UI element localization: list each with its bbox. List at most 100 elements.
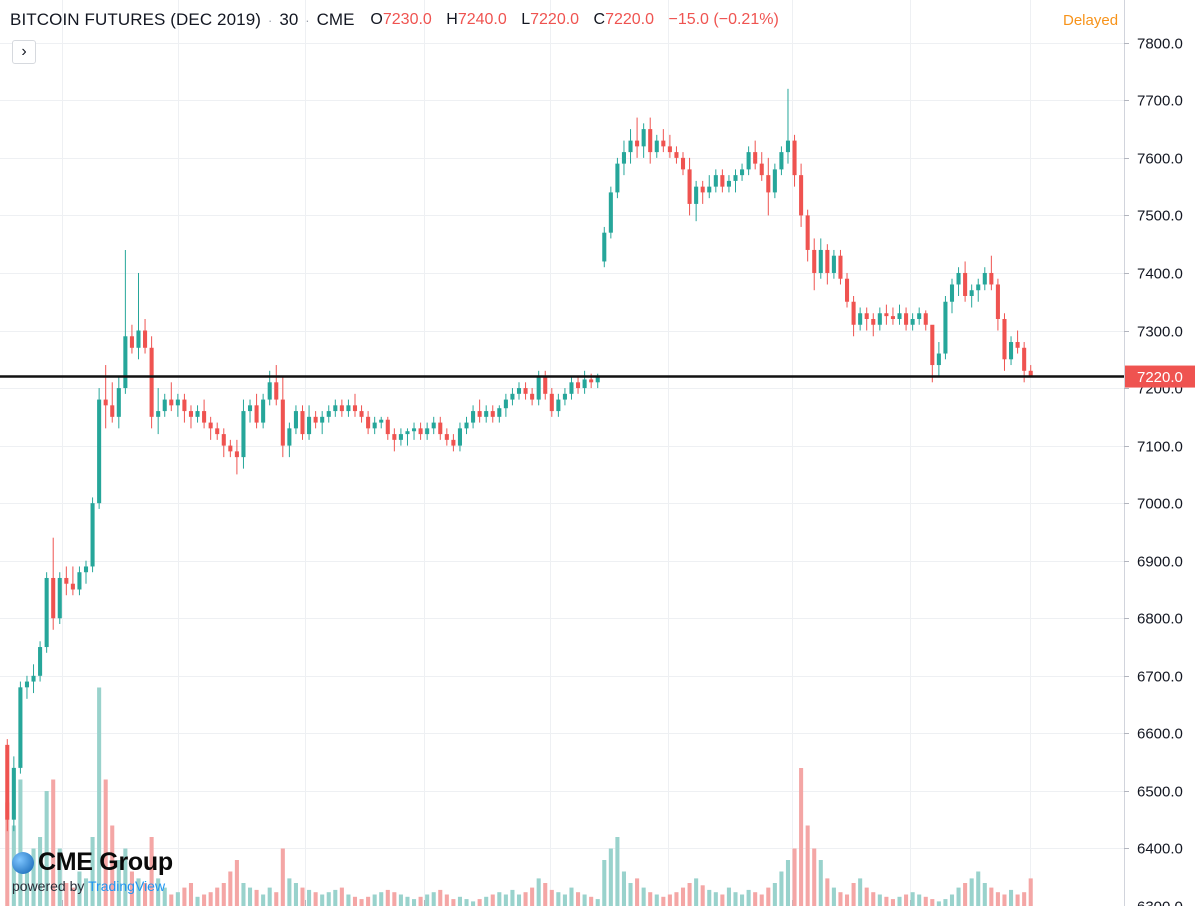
- candle[interactable]: [910, 313, 915, 331]
- candle[interactable]: [615, 157, 620, 199]
- candle[interactable]: [38, 641, 43, 682]
- candle[interactable]: [831, 249, 836, 279]
- candle[interactable]: [844, 272, 850, 308]
- tradingview-link[interactable]: TradingView: [88, 878, 166, 894]
- expand-legend-button[interactable]: ›: [12, 40, 36, 64]
- candle[interactable]: [116, 376, 121, 429]
- candle[interactable]: [877, 307, 882, 331]
- candle[interactable]: [339, 399, 344, 417]
- candle[interactable]: [687, 157, 692, 216]
- candle[interactable]: [667, 134, 672, 158]
- candle[interactable]: [97, 388, 102, 509]
- candle[interactable]: [143, 319, 148, 354]
- candle[interactable]: [976, 278, 981, 302]
- candle[interactable]: [936, 342, 941, 377]
- candle[interactable]: [280, 376, 285, 458]
- candle[interactable]: [680, 152, 686, 176]
- candle[interactable]: [425, 422, 430, 440]
- candle[interactable]: [694, 180, 699, 222]
- candle[interactable]: [182, 393, 187, 423]
- candle[interactable]: [195, 405, 200, 423]
- candle[interactable]: [261, 393, 266, 429]
- candle[interactable]: [70, 566, 75, 596]
- candle[interactable]: [51, 537, 56, 630]
- candle[interactable]: [1015, 330, 1020, 354]
- candle[interactable]: [989, 255, 994, 291]
- candle[interactable]: [700, 180, 705, 204]
- candle[interactable]: [136, 272, 141, 360]
- candle[interactable]: [733, 169, 738, 193]
- candle[interactable]: [202, 399, 207, 429]
- candle[interactable]: [917, 307, 922, 325]
- cme-group-logo[interactable]: CME Group powered by TradingView: [12, 848, 212, 898]
- candle[interactable]: [411, 422, 417, 440]
- candle[interactable]: [779, 146, 784, 176]
- candle[interactable]: [31, 664, 36, 694]
- candle[interactable]: [812, 238, 817, 291]
- candle[interactable]: [247, 399, 253, 423]
- candle[interactable]: [562, 388, 567, 406]
- candle[interactable]: [326, 405, 331, 423]
- candles[interactable]: [5, 88, 1033, 832]
- candle[interactable]: [510, 388, 515, 406]
- candle[interactable]: [110, 382, 115, 423]
- candle[interactable]: [484, 405, 489, 423]
- candle[interactable]: [963, 261, 968, 302]
- price-axis[interactable]: 7800.07700.07600.07500.07400.07300.07200…: [1124, 0, 1200, 911]
- candle[interactable]: [5, 739, 10, 832]
- candle[interactable]: [569, 376, 574, 400]
- candle[interactable]: [379, 416, 384, 429]
- candle[interactable]: [169, 382, 174, 412]
- candle[interactable]: [464, 416, 469, 435]
- candle[interactable]: [858, 307, 863, 331]
- candle[interactable]: [457, 422, 462, 452]
- candle[interactable]: [385, 416, 390, 440]
- symbol-name[interactable]: BITCOIN FUTURES (DEC 2019): [10, 10, 262, 29]
- candle[interactable]: [215, 422, 220, 440]
- candle[interactable]: [359, 405, 364, 423]
- candle[interactable]: [674, 146, 679, 164]
- candle[interactable]: [556, 393, 561, 417]
- candle[interactable]: [549, 388, 554, 417]
- candle[interactable]: [516, 382, 522, 400]
- candle[interactable]: [871, 313, 876, 337]
- candle[interactable]: [792, 134, 797, 187]
- candle[interactable]: [543, 370, 548, 400]
- candle[interactable]: [608, 186, 613, 239]
- candle[interactable]: [123, 249, 128, 394]
- candle[interactable]: [11, 756, 16, 832]
- candle[interactable]: [57, 572, 62, 625]
- candle[interactable]: [746, 146, 751, 176]
- candle[interactable]: [156, 388, 161, 435]
- candle[interactable]: [490, 405, 495, 423]
- candle[interactable]: [418, 422, 423, 440]
- candle[interactable]: [799, 163, 804, 227]
- candle[interactable]: [530, 388, 535, 406]
- candle[interactable]: [969, 284, 974, 308]
- candle[interactable]: [648, 117, 653, 164]
- candle[interactable]: [444, 428, 449, 446]
- candle[interactable]: [851, 295, 856, 337]
- candle[interactable]: [398, 428, 403, 446]
- candle[interactable]: [759, 152, 764, 181]
- candle[interactable]: [740, 163, 745, 181]
- candle[interactable]: [64, 566, 69, 596]
- candle[interactable]: [805, 209, 810, 262]
- candle[interactable]: [635, 117, 640, 158]
- candle[interactable]: [956, 267, 961, 296]
- candle[interactable]: [438, 416, 443, 440]
- candle[interactable]: [346, 399, 351, 417]
- candle[interactable]: [904, 307, 909, 331]
- candle[interactable]: [785, 88, 791, 164]
- candle[interactable]: [772, 163, 777, 199]
- candle[interactable]: [661, 129, 666, 153]
- candle[interactable]: [1002, 313, 1007, 371]
- candle[interactable]: [83, 560, 89, 584]
- candle[interactable]: [713, 169, 718, 193]
- candle[interactable]: [726, 175, 731, 193]
- candle[interactable]: [471, 405, 476, 429]
- candle[interactable]: [923, 310, 928, 331]
- candle[interactable]: [890, 307, 895, 325]
- candle[interactable]: [1028, 365, 1033, 377]
